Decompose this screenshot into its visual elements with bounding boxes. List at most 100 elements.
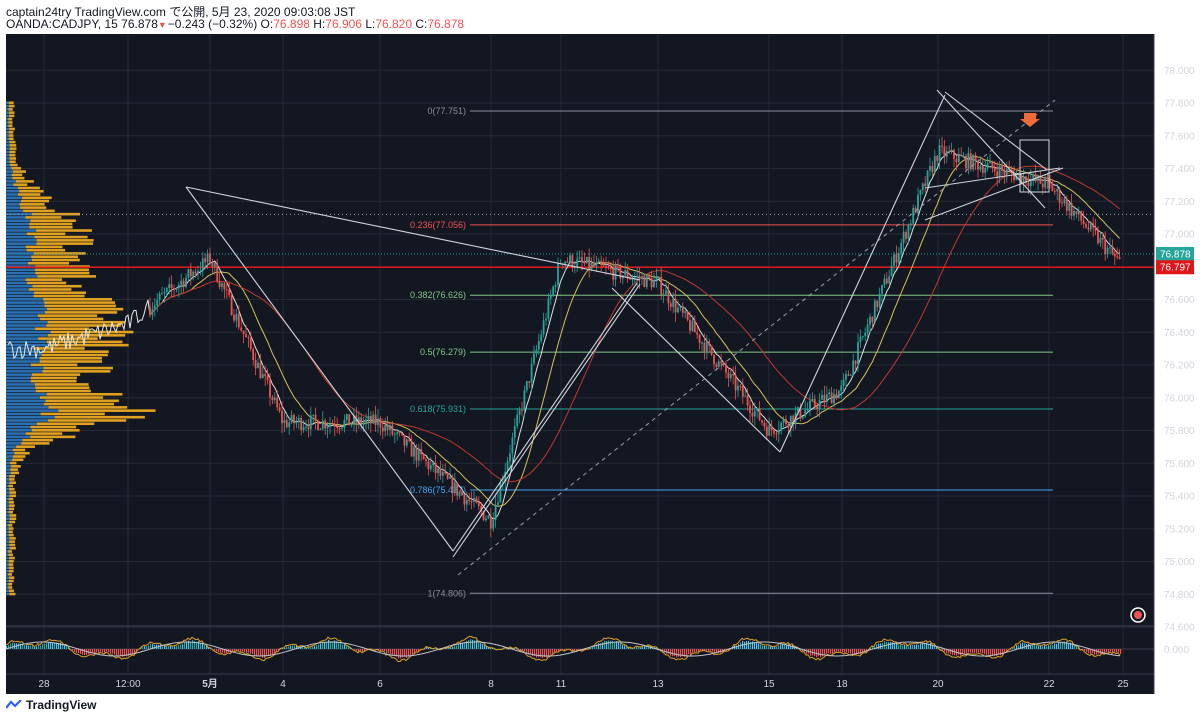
candle-body <box>1085 224 1087 228</box>
volume-profile-bar <box>8 108 13 111</box>
volume-profile-bar <box>6 422 37 426</box>
candle-body <box>499 483 502 503</box>
oscillator-bar <box>958 649 960 655</box>
oscillator-main-line <box>5 641 1121 657</box>
candle-body <box>1082 220 1085 225</box>
oscillator-bar <box>1100 649 1102 655</box>
volume-profile-bar <box>18 193 41 196</box>
tradingview-logo[interactable]: TradingView <box>6 698 96 712</box>
price-tick-label: 77.800 <box>1164 99 1195 110</box>
oscillator-bar <box>232 649 234 652</box>
price-line-left <box>7 299 151 360</box>
oscillator-bar <box>820 649 822 658</box>
candle-body <box>981 166 984 173</box>
volume-profile-bar <box>28 288 72 291</box>
oscillator-bar <box>542 649 544 658</box>
oscillator-bar <box>1010 648 1012 650</box>
volume-profile-bar <box>19 203 45 206</box>
candle-body <box>365 419 367 423</box>
volume-profile-bar <box>6 294 34 298</box>
oscillator-bar <box>556 649 558 652</box>
oscillator-bar <box>356 649 358 651</box>
volume-profile-bar <box>6 317 41 321</box>
volume-profile-bar <box>6 180 16 183</box>
oscillator-bar <box>712 649 714 652</box>
oscillator-bar <box>38 644 40 649</box>
candle-body <box>849 374 852 376</box>
candle-body <box>691 320 694 331</box>
oscillator-bar <box>912 645 914 649</box>
volume-profile-bar <box>47 320 125 324</box>
candle-body <box>494 504 497 520</box>
record-icon <box>1130 607 1146 623</box>
volume-profile-bar <box>6 163 11 167</box>
time-axis[interactable]: 28 12:00 5月 4 6 8 11 13 15 18 20 22 25 <box>38 678 1129 690</box>
oscillator-bar <box>738 644 740 649</box>
oscillator-bar <box>1088 649 1090 654</box>
oscillator-bar <box>294 645 296 649</box>
oscillator-bar <box>92 649 94 654</box>
candle-body <box>1020 173 1023 184</box>
candle-body <box>177 284 180 289</box>
price-tick-label: 75.200 <box>1164 524 1195 535</box>
volume-profile-bar <box>19 189 44 193</box>
oscillator-bar <box>1004 649 1006 653</box>
oscillator-bar <box>184 642 186 649</box>
oscillator-bar <box>424 649 426 650</box>
candle-body <box>571 255 574 268</box>
oscillator-bar <box>124 649 126 657</box>
volume-profile-bar <box>12 176 25 180</box>
volume-profile-bar <box>54 415 145 419</box>
trendline <box>452 282 638 552</box>
volume-profile-bar <box>6 232 27 236</box>
oscillator-bar <box>884 641 886 649</box>
volume-profile-bar <box>9 543 16 547</box>
candle-body <box>657 276 660 278</box>
oscillator-bar <box>692 649 694 653</box>
oscillator-bar <box>1014 647 1016 649</box>
volume-profile-bar <box>36 239 94 242</box>
candle-body <box>624 270 627 276</box>
oscillator-bar <box>532 649 534 657</box>
oscillator-bar <box>746 640 748 649</box>
volume-profile-bar <box>33 347 85 350</box>
candle-body <box>799 407 802 419</box>
oscillator-bar <box>1052 645 1054 649</box>
candle-body <box>1104 239 1107 255</box>
candle-body <box>463 495 466 505</box>
candle-body <box>461 491 463 496</box>
drawings <box>185 89 1064 576</box>
candle-body <box>168 284 171 289</box>
candle-body <box>734 375 737 391</box>
oscillator-bar <box>754 642 756 649</box>
candle-body <box>384 424 387 432</box>
oscillator-bar <box>748 640 750 649</box>
candle-body <box>475 497 478 503</box>
candle-body <box>542 320 545 335</box>
chart[interactable]: 0(77.751) 0.236(77.056) 0.382(76.626) 0.5(7… <box>0 0 1200 694</box>
candle-body <box>801 416 804 419</box>
candle-body <box>751 412 754 417</box>
oscillator-bar <box>1066 641 1068 649</box>
volume-profile-bar <box>39 360 103 363</box>
candle-body <box>871 316 874 323</box>
oscillator-bar <box>272 649 274 655</box>
oscillator-bar <box>416 649 418 652</box>
volume-profile-bar <box>8 478 15 481</box>
oscillator-bar <box>948 649 950 654</box>
candle-body <box>787 424 790 428</box>
volume-profile-bar <box>14 451 30 455</box>
oscillator-bar <box>562 649 564 650</box>
oscillator-bar <box>408 649 410 657</box>
volume-profile-bar <box>41 350 109 353</box>
oscillator-bar <box>10 643 12 649</box>
oscillator-bar <box>126 649 128 657</box>
oscillator-bar <box>756 641 758 649</box>
candle-body <box>777 430 780 434</box>
volume-profile-bar <box>6 189 20 193</box>
candle-body <box>991 161 994 168</box>
oscillator-bar <box>762 645 764 649</box>
price-axis[interactable]: 78.000 77.800 77.600 77.400 77.200 77.000 76.8… <box>1156 66 1195 634</box>
oscillator-bar <box>528 649 530 655</box>
oscillator-bar <box>144 646 146 649</box>
